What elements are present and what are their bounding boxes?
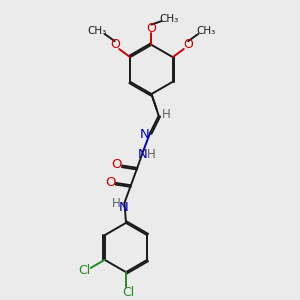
Text: H: H	[162, 108, 170, 121]
Text: Cl: Cl	[78, 264, 91, 277]
Text: CH₃: CH₃	[87, 26, 106, 36]
Text: O: O	[110, 38, 120, 52]
Text: O: O	[112, 158, 122, 172]
Text: N: N	[119, 201, 129, 214]
Text: O: O	[146, 22, 156, 35]
Text: CH₃: CH₃	[196, 26, 216, 36]
Text: N: N	[140, 128, 150, 140]
Text: O: O	[183, 38, 193, 52]
Text: CH₃: CH₃	[160, 14, 179, 24]
Text: O: O	[105, 176, 116, 189]
Text: Cl: Cl	[122, 286, 134, 299]
Text: H: H	[147, 148, 156, 161]
Text: N: N	[138, 148, 148, 161]
Text: H: H	[112, 197, 121, 210]
